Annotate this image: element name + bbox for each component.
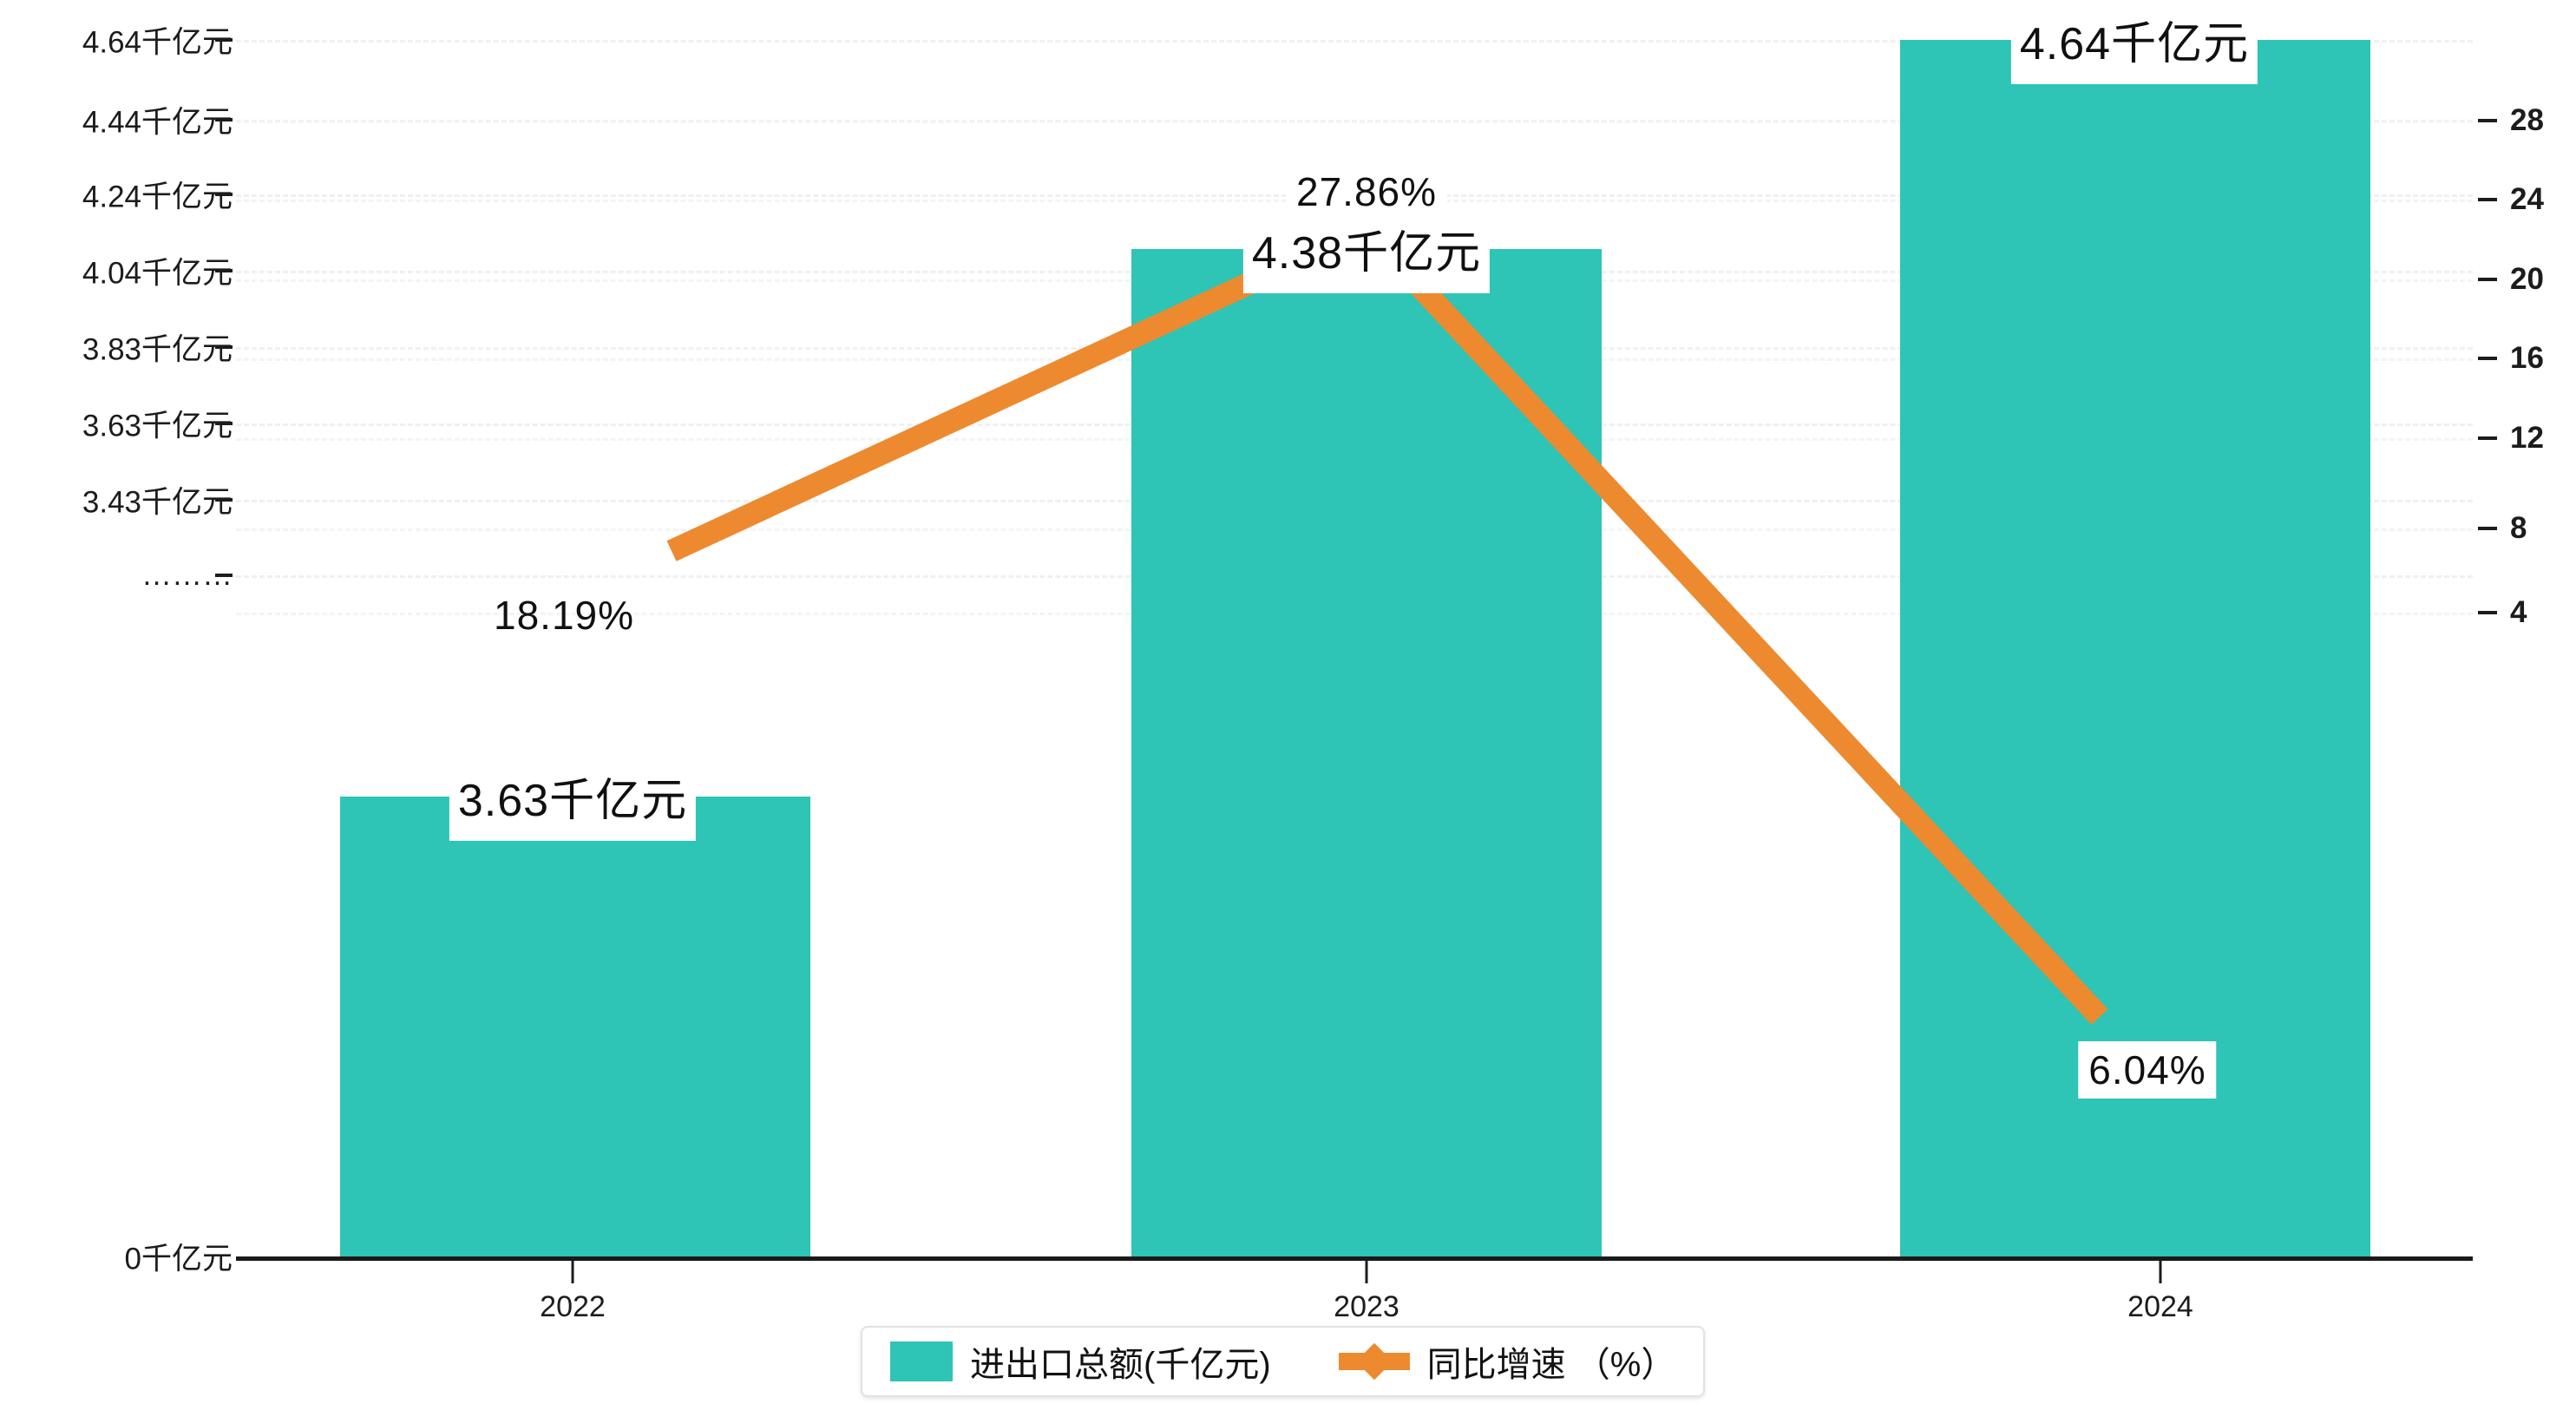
y-axis-left-tick-label: 3.83千亿元	[82, 332, 233, 367]
y-axis-right-tick-label: 24	[2510, 182, 2544, 216]
x-axis-tick-label: 2023	[1334, 1290, 1399, 1323]
gridline	[236, 121, 2473, 123]
bar-value-label: 4.64千亿元	[2010, 5, 2258, 84]
y-axis-left-tick-mark	[215, 422, 233, 425]
legend-diamond-marker-icon	[1355, 1342, 1393, 1381]
bar-value-label: 4.38千亿元	[1242, 214, 1491, 293]
y-axis-left-tick-mark	[215, 498, 233, 502]
y-axis-right-tick-label: 20	[2510, 262, 2544, 296]
x-axis-tick-mark	[2159, 1261, 2162, 1283]
y-axis-right-tick-mark	[2478, 357, 2497, 360]
y-axis-left-tick-mark	[215, 118, 233, 121]
y-axis-right-tick-mark	[2478, 527, 2497, 530]
y-axis-left-tick-label: 3.43千亿元	[82, 485, 233, 520]
y-axis-right-tick-mark	[2478, 611, 2497, 614]
y-axis-right-tick-mark	[2478, 278, 2497, 281]
y-axis-right-tick-mark	[2478, 119, 2497, 122]
bar[interactable]	[1131, 249, 1602, 1256]
x-axis-tick-label: 2022	[540, 1290, 606, 1323]
legend-item-label: 进出口总额(千亿元)	[970, 1346, 1271, 1384]
y-axis-left-tick-mark	[215, 38, 233, 42]
x-axis-tick-mark	[1365, 1261, 1368, 1283]
y-axis-left-tick-label: ………	[141, 558, 233, 592]
line-value-label: 6.04%	[2078, 1041, 2217, 1099]
y-axis-right-tick-label: 4	[2510, 595, 2527, 629]
gridline	[236, 40, 2473, 43]
legend-item-line[interactable]: 同比增速 （%）	[1338, 1336, 1676, 1387]
y-axis-left-tick-label: 0千亿元	[124, 1242, 233, 1276]
y-axis-right-tick-label: 12	[2510, 421, 2544, 455]
y-axis-left-tick-mark	[215, 574, 233, 577]
legend-item-label: 同比增速 （%）	[1426, 1346, 1676, 1384]
legend-bar-swatch-icon	[890, 1342, 953, 1381]
y-axis-left-tick-mark	[215, 193, 233, 196]
x-axis-tick-mark	[571, 1261, 574, 1283]
y-axis-left-tick-label: 4.04千亿元	[82, 256, 233, 291]
bar[interactable]	[340, 797, 810, 1256]
y-axis-right-tick-label: 16	[2510, 341, 2544, 375]
y-axis-right-tick-label: 8	[2510, 511, 2527, 545]
x-axis-tick-label: 2024	[2127, 1290, 2193, 1323]
y-axis-left-tick-label: 4.64千亿元	[82, 25, 233, 60]
legend-item-bar[interactable]: 进出口总额(千亿元)	[890, 1336, 1271, 1387]
y-axis-left-tick-label: 3.63千亿元	[82, 409, 233, 443]
y-axis-right-tick-mark	[2478, 198, 2497, 201]
y-axis-left-tick-mark	[215, 269, 233, 272]
line-value-label: 27.86%	[1285, 163, 1448, 220]
x-axis-line	[236, 1256, 2473, 1261]
y-axis-right-tick-mark	[2478, 436, 2497, 440]
chart-legend[interactable]: 进出口总额(千亿元) 同比增速 （%）	[861, 1326, 1706, 1397]
line-value-label: 18.19%	[493, 593, 635, 638]
y-axis-right-tick-label: 28	[2510, 103, 2544, 137]
y-axis-left-tick-mark	[215, 345, 233, 349]
legend-line-swatch-icon	[1338, 1342, 1410, 1381]
y-axis-left-tick-label: 4.24千亿元	[82, 180, 233, 214]
y-axis-left-tick-label: 4.44千亿元	[82, 105, 233, 140]
bar-value-label: 3.63千亿元	[449, 762, 697, 841]
